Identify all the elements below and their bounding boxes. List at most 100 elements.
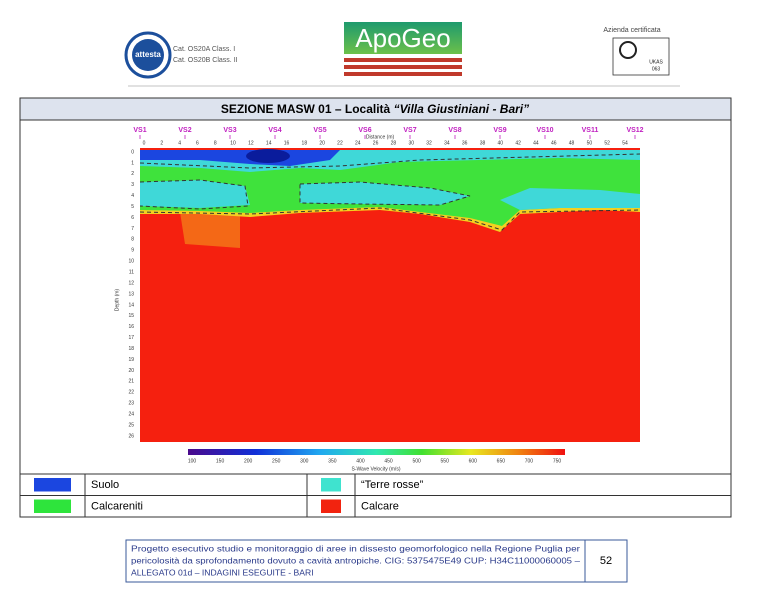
depth-tick-label: 9 xyxy=(131,248,134,254)
depth-tick-label: 18 xyxy=(128,346,134,352)
station-label: VS12 xyxy=(626,127,643,134)
attesta-logo-inner xyxy=(132,39,164,71)
distance-tick-label: 40 xyxy=(498,140,504,146)
distance-tick-label: 30 xyxy=(408,140,414,146)
header: attesta Cat. OS20A Class. I Cat. OS20B C… xyxy=(124,22,680,87)
distance-tick-label: 24 xyxy=(355,140,361,146)
suolo-zone xyxy=(140,150,340,166)
distance-tick-label: 42 xyxy=(515,140,521,146)
legend-label: Calcare xyxy=(361,500,399,512)
title-place: “Villa Giustiniani - Bari” xyxy=(394,102,530,116)
suolo-core xyxy=(246,149,290,163)
terre-rosse-zone xyxy=(140,180,250,208)
depth-tick-label: 22 xyxy=(128,390,134,396)
legend-swatch xyxy=(321,478,341,492)
station-label: VS10 xyxy=(536,127,553,134)
depth-tick-label: 24 xyxy=(128,411,134,417)
colorbar-tick-label: 300 xyxy=(300,458,309,464)
colorbar-tick-label: 450 xyxy=(384,458,393,464)
depth-tick-label: 23 xyxy=(128,401,134,407)
distance-tick-label: 8 xyxy=(214,140,217,146)
station-label: VS8 xyxy=(448,127,461,134)
logo-stripe xyxy=(344,65,462,69)
depth-tick-label: 3 xyxy=(131,182,134,188)
distance-tick-label: 4 xyxy=(178,140,181,146)
colorbar-tick-label: 750 xyxy=(553,458,562,464)
depth-tick-label: 17 xyxy=(128,335,134,341)
depth-tick-label: 25 xyxy=(128,422,134,428)
legend-swatch xyxy=(34,499,71,513)
depth-tick-label: 21 xyxy=(128,379,134,385)
footer-box xyxy=(125,539,628,583)
logo-stripe xyxy=(344,72,462,76)
station-label: VS11 xyxy=(582,127,599,134)
title-row xyxy=(19,97,732,121)
cert-mark: UKAS xyxy=(649,59,663,65)
colorbar-tick-label: 550 xyxy=(441,458,450,464)
colorbar-tick-label: 400 xyxy=(356,458,365,464)
station-label: VS5 xyxy=(313,127,326,134)
accreditation: Cat. OS20A Class. I xyxy=(173,46,235,53)
distance-tick-label: 48 xyxy=(569,140,575,146)
station-label: VS1 xyxy=(133,127,146,134)
colorbar-tick-label: 150 xyxy=(216,458,225,464)
boundaries xyxy=(139,153,641,231)
depth-tick-label: 1 xyxy=(131,160,134,166)
legend-label: “Terre rosse” xyxy=(361,479,424,491)
depth-tick-label: 5 xyxy=(131,204,134,210)
depth-tick-label: 11 xyxy=(129,269,134,275)
distance-tick-label: 14 xyxy=(266,140,272,146)
cert-mark: 063 xyxy=(652,66,661,72)
cert-box xyxy=(612,37,670,76)
station-label: VS3 xyxy=(223,127,236,134)
station-label: VS7 xyxy=(403,127,416,134)
brand-logo xyxy=(344,22,462,54)
certification: Azienda certificata xyxy=(603,27,660,34)
colorbar-tick-label: 650 xyxy=(497,458,506,464)
boundary-line xyxy=(139,153,641,169)
velocity-section xyxy=(139,148,641,442)
colorbar-tick-label: 200 xyxy=(244,458,253,464)
boundary-line xyxy=(299,181,471,206)
transition-zone xyxy=(180,212,240,248)
cert-icon xyxy=(619,41,637,59)
depth-tick-label: 13 xyxy=(128,291,134,297)
depth-tick-label: 8 xyxy=(131,237,134,243)
distance-tick-label: 26 xyxy=(373,140,379,146)
depth-tick-label: 6 xyxy=(131,215,134,221)
legend-label: Calcareniti xyxy=(91,500,143,512)
depth-tick-label: 19 xyxy=(128,357,134,363)
colorbar xyxy=(188,449,565,455)
distance-tick-label: 22 xyxy=(337,140,343,146)
terre-rosse-zone xyxy=(500,188,640,210)
station-label: VS6 xyxy=(358,127,371,134)
depth-tick-label: 2 xyxy=(131,171,134,177)
brand: ApoGeo xyxy=(355,23,450,53)
logo-text: attesta xyxy=(135,50,161,59)
colorbar-tick-label: 500 xyxy=(412,458,421,464)
legend-table xyxy=(20,473,731,517)
distance-tick-label: 54 xyxy=(622,140,628,146)
distance-tick-label: 34 xyxy=(444,140,450,146)
distance-tick-label: 0 xyxy=(143,140,146,146)
depth-tick-label: 15 xyxy=(128,313,134,319)
distance-tick-label: 46 xyxy=(551,140,557,146)
colorbar-tick-label: 700 xyxy=(525,458,534,464)
depth-label: Depth (m) xyxy=(114,289,120,312)
depth-tick-label: 10 xyxy=(128,259,134,265)
distance-tick-label: 38 xyxy=(480,140,486,146)
distance-tick-label: 16 xyxy=(284,140,290,146)
distance-tick-label: 18 xyxy=(302,140,308,146)
station-label: VS2 xyxy=(178,127,191,134)
legend-label: Suolo xyxy=(91,479,119,491)
station-label: VS9 xyxy=(493,127,506,134)
figure-title: SEZIONE MASW 01 – Località “Villa Giusti… xyxy=(221,102,529,116)
distance-tick-label: 52 xyxy=(604,140,610,146)
footer-text: ALLEGATO 01d – INDAGINI ESEGUITE - BARI xyxy=(131,567,314,577)
accreditation: Cat. OS20B Class. II xyxy=(173,57,238,64)
boundary-line xyxy=(139,179,249,210)
distance-tick-label: 32 xyxy=(426,140,432,146)
depth-tick-label: 16 xyxy=(128,324,134,330)
footer-text: pericolosità da sprofondamento dovuto a … xyxy=(131,555,580,565)
